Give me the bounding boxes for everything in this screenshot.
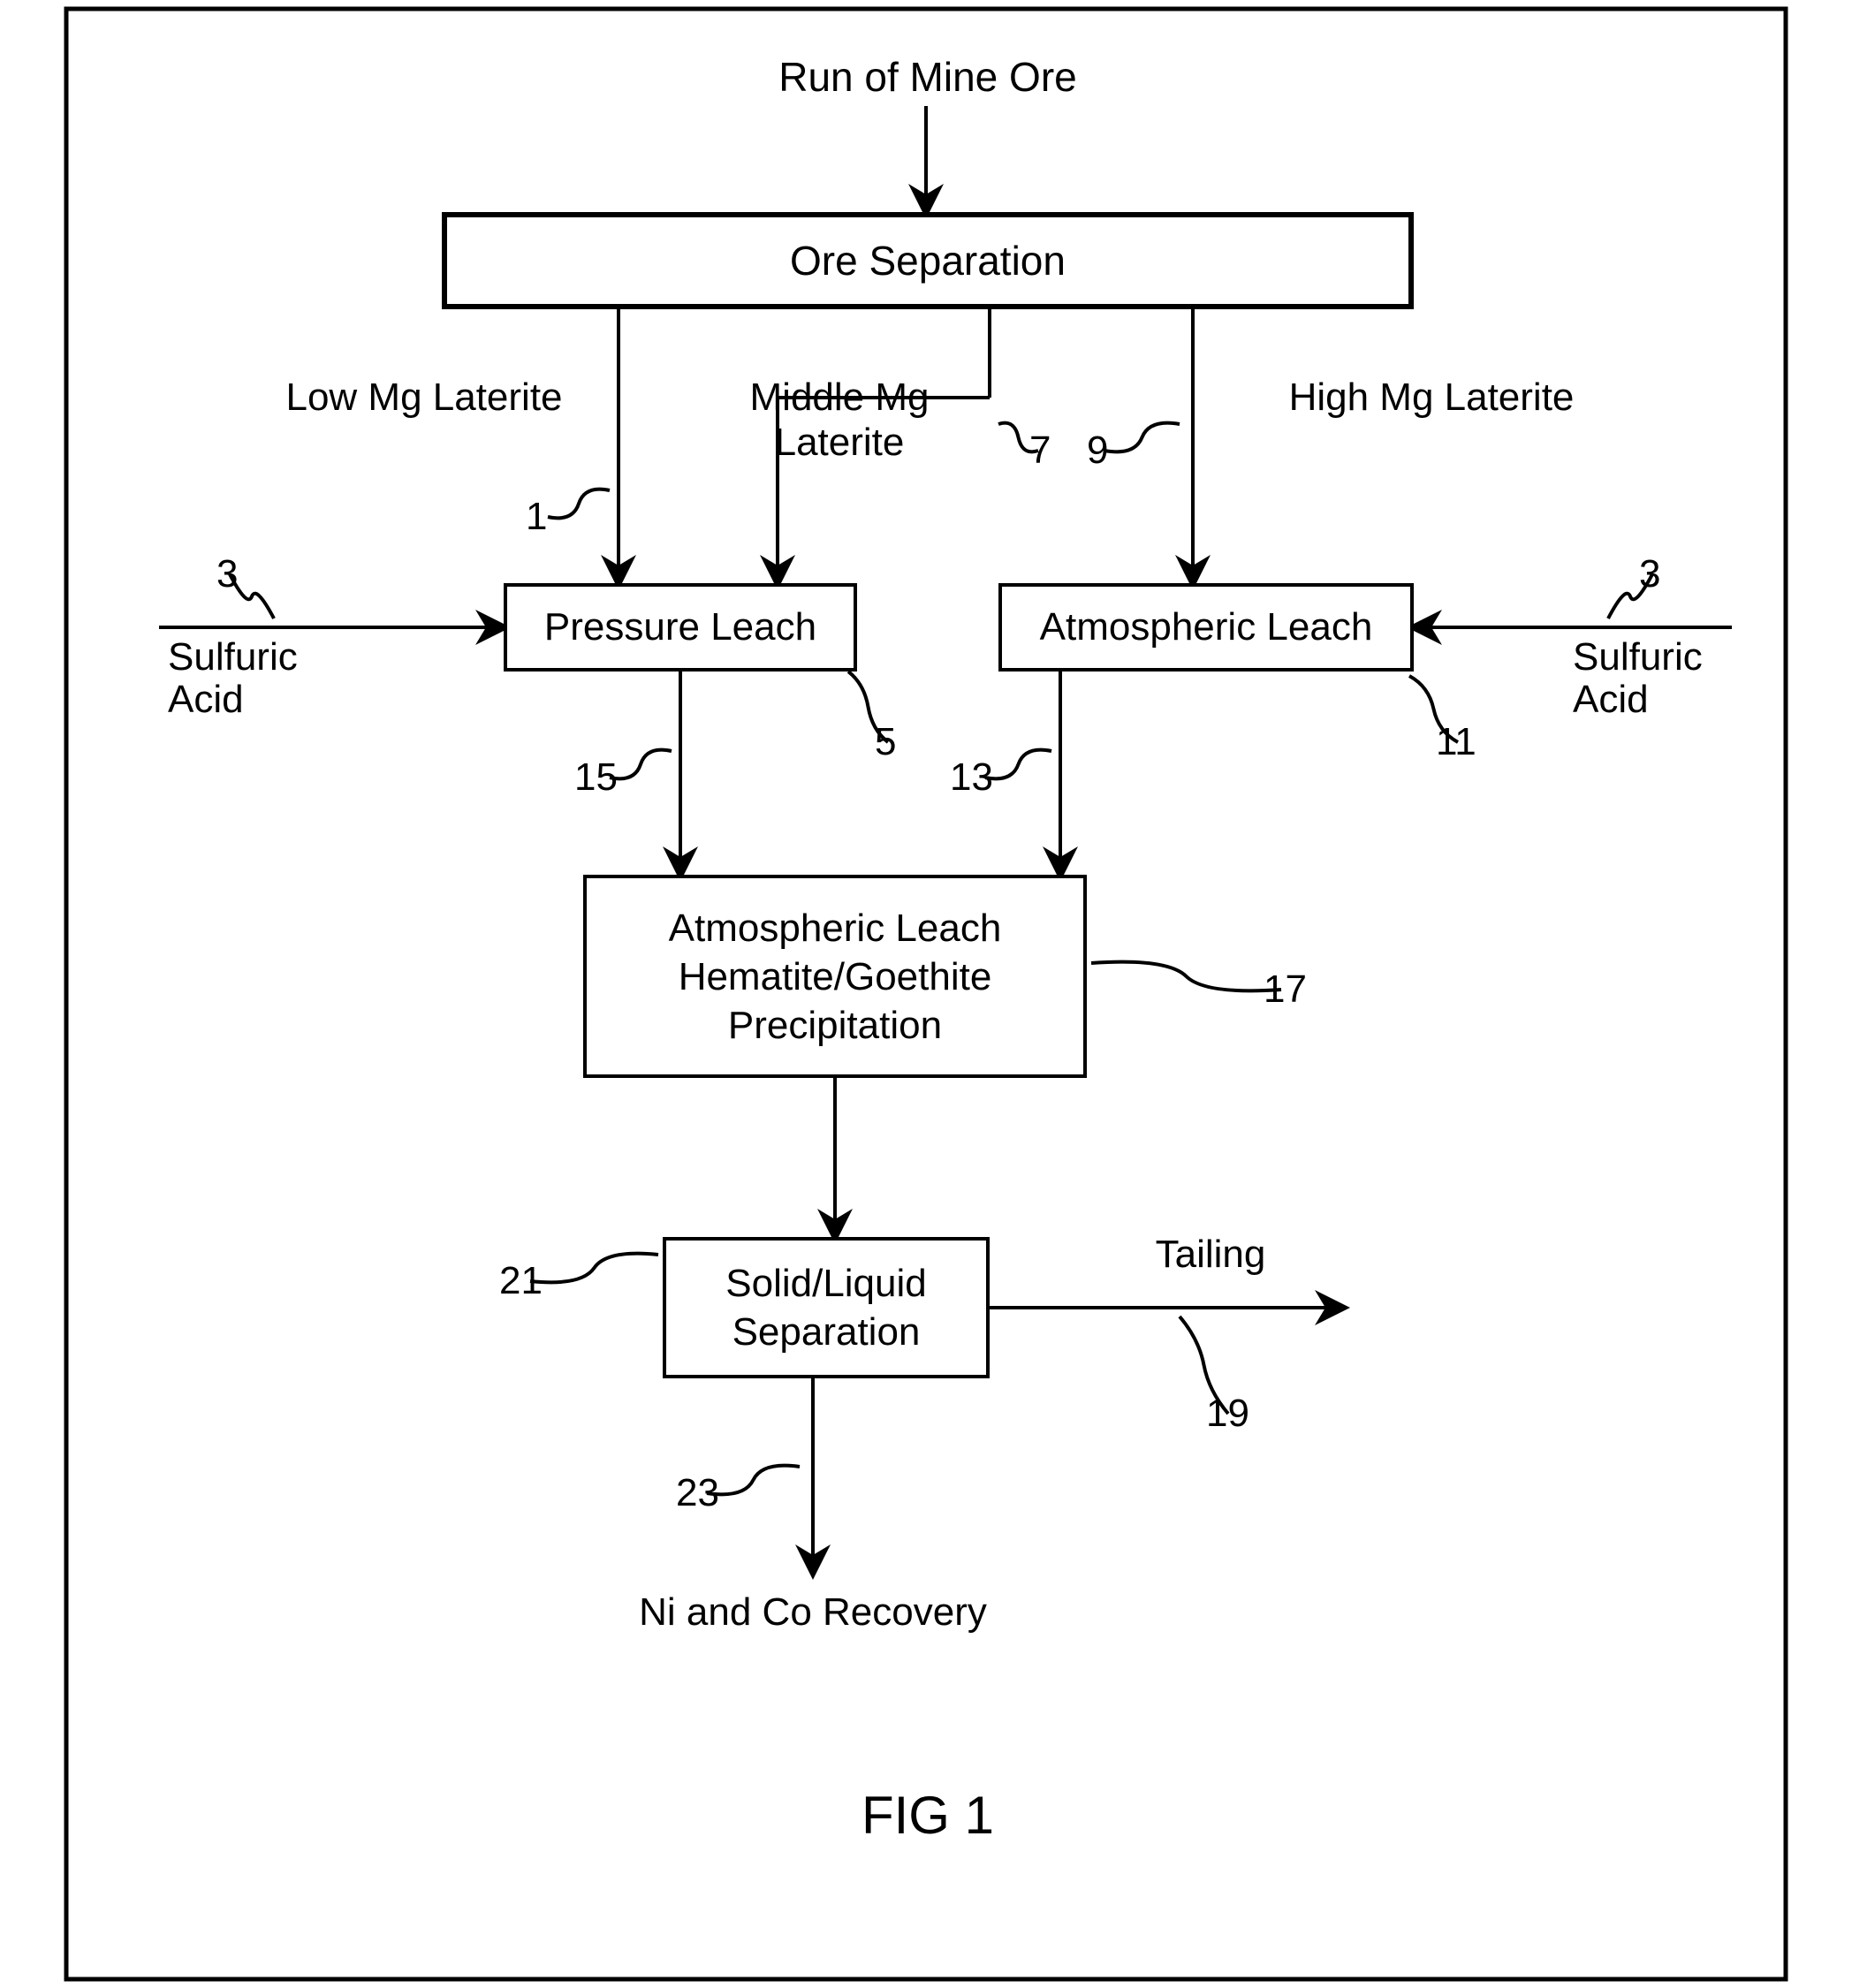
refnum-1: 1 bbox=[526, 495, 547, 539]
box-ore-separation: Ore Separation bbox=[442, 212, 1414, 309]
box-label: Atmospheric Leach bbox=[1040, 605, 1373, 649]
refnum-11: 11 bbox=[1436, 720, 1476, 764]
box-label: Pressure Leach bbox=[544, 605, 816, 649]
box-alhgp: Atmospheric Leach Hematite/Goethite Prec… bbox=[583, 875, 1087, 1078]
refnum-3l: 3 bbox=[216, 552, 238, 596]
label-run-of-mine-ore: Run of Mine Ore bbox=[751, 53, 1104, 101]
label-high-mg: High Mg Laterite bbox=[1264, 376, 1599, 420]
box-label: Atmospheric Leach Hematite/Goethite Prec… bbox=[601, 904, 1069, 1050]
label-sulfuric-left: Sulfuric Acid bbox=[168, 636, 318, 722]
label-mid-mg: Middle Mg Laterite bbox=[733, 376, 945, 465]
refnum-19: 19 bbox=[1206, 1392, 1249, 1436]
refnum-23: 23 bbox=[676, 1471, 719, 1515]
label-ni-co: Ni and Co Recovery bbox=[619, 1590, 1007, 1635]
box-solid-liquid-separation: Solid/Liquid Separation bbox=[663, 1237, 990, 1378]
label-tailing: Tailing bbox=[1140, 1233, 1281, 1277]
box-atmospheric-leach: Atmospheric Leach bbox=[998, 583, 1414, 672]
box-pressure-leach: Pressure Leach bbox=[504, 583, 857, 672]
refnum-17: 17 bbox=[1264, 967, 1307, 1012]
refnum-7: 7 bbox=[1029, 429, 1051, 473]
refnum-3r: 3 bbox=[1639, 552, 1660, 596]
figure-caption: FIG 1 bbox=[769, 1785, 1087, 1846]
refnum-21: 21 bbox=[499, 1259, 543, 1303]
box-label: Ore Separation bbox=[790, 237, 1066, 285]
refnum-15: 15 bbox=[574, 755, 618, 800]
label-sulfuric-right: Sulfuric Acid bbox=[1573, 636, 1723, 722]
refnum-5: 5 bbox=[875, 720, 896, 764]
box-label: Solid/Liquid Separation bbox=[680, 1259, 972, 1356]
refnum-9: 9 bbox=[1087, 429, 1108, 473]
refnum-13: 13 bbox=[950, 755, 993, 800]
label-low-mg: Low Mg Laterite bbox=[265, 376, 583, 420]
